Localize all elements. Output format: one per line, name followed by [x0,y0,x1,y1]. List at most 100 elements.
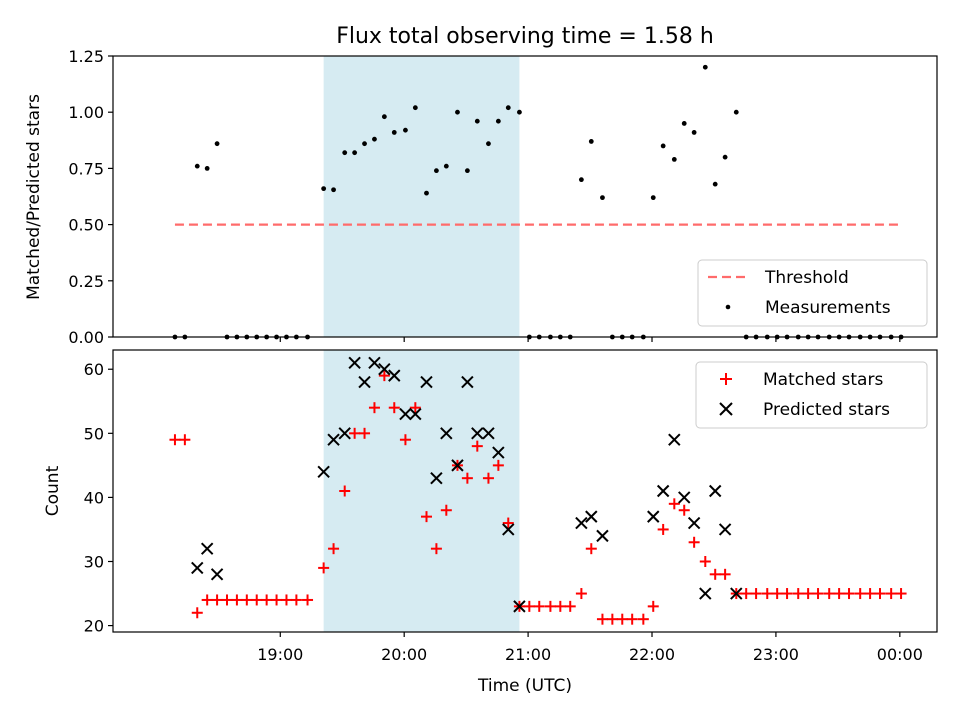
matched-star-point [420,511,432,523]
top-x-axis [279,337,901,342]
predicted-star-point [687,516,701,530]
matched-star-point [461,472,473,484]
legend-matched-label: Matched stars [763,370,883,390]
legend-measurements-label: Measurements [765,298,891,318]
measurement-point [681,121,687,126]
measurement-point [372,136,377,142]
predicted-star-point [461,375,474,389]
measurement-point [412,105,418,111]
matched-star-point [792,588,804,600]
matched-star-point [409,402,421,414]
x-axis-label: Time (UTC) [477,676,572,696]
predicted-star-point [492,446,505,459]
measurement-point [486,141,491,147]
matched-star-point [606,613,618,625]
matched-star-point [564,600,576,612]
top-axes-frame [112,55,938,338]
matched-star-point [647,600,659,612]
y-tick-label: 0.00 [68,328,104,347]
x-tick-label: 19:00 [257,645,303,664]
matched-star-point [502,517,514,529]
predicted-star-point [668,433,681,446]
measurement-point [455,109,460,115]
matched-star-point [368,402,380,414]
measurement-point [381,114,387,120]
matched-star-point [302,594,314,606]
predicted-star-point [482,427,495,440]
y-tick-label: 1.25 [68,47,104,66]
measurement-point [391,130,397,135]
measurement-point [214,141,220,147]
top-y-axis-label: Matched/Predicted stars [24,94,44,300]
measurement-point [588,139,594,144]
matched-star-point [575,588,587,600]
y-tick-label: 0.75 [68,159,104,178]
matched-star-point [378,370,390,382]
measurement-point [352,150,358,156]
predicted-star-point [471,427,484,440]
matched-star-point [280,594,292,606]
top-legend: Threshold Measurements [697,259,928,327]
bottom-shaded-span [323,350,520,632]
predicted-star-point [678,491,691,504]
measurement-point [321,186,327,192]
matched-star-point [523,600,535,612]
y-tick-label: 50 [84,424,104,443]
chart-title: Flux total observing time = 1.58 h [336,24,714,49]
x-tick-label: 00:00 [877,645,923,664]
matched-star-point [211,594,223,606]
measurement-point [194,163,200,169]
y-tick-label: 60 [84,360,104,379]
predicted-star-point [718,523,732,536]
matched-star-point [854,588,866,600]
bottom-axes-frame [112,349,938,633]
predicted-star-point [575,516,588,530]
predicted-star-point [656,484,670,498]
bottom-x-axis: 19:00 20:00 21:00 22:00 23:00 00:00 [257,632,923,664]
predicted-star-point [399,407,412,421]
matched-star-point [492,459,504,471]
matched-star-point [191,607,203,619]
matched-star-point [349,427,361,439]
matched-star-point [318,562,330,574]
legend-matched-swatch [720,373,732,385]
legend-predicted-swatch [719,402,733,416]
matched-star-point [750,588,762,600]
matched-star-point [637,613,649,625]
measurement-point [505,105,511,111]
predicted-star-point [368,356,381,370]
measurement-point [712,181,718,187]
matched-star-point [221,594,233,606]
measurement-point [671,157,677,162]
matched-star-point [554,600,566,612]
measurement-point [722,154,728,160]
predicted-star-point [420,375,433,389]
matched-star-point [231,594,243,606]
measurement-point [424,190,429,196]
y-tick-label: 30 [84,553,104,572]
matched-star-point [290,594,302,606]
matched-star-point [864,588,876,600]
matched-star-point [812,588,824,600]
measurement-point [733,109,739,115]
matched-star-point [251,594,263,606]
matched-star-point [657,523,669,535]
measurement-point [578,177,584,183]
matched-star-point [719,568,731,580]
y-tick-label: 20 [84,617,104,636]
measurement-point [691,130,697,135]
x-tick-label: 22:00 [629,645,675,664]
predicted-star-point [502,523,515,536]
measurement-point [650,195,656,201]
matched-star-point [169,434,181,446]
bottom-plot-area [169,356,907,625]
matched-star-point [471,440,483,452]
predicted-star-point [338,427,351,440]
y-tick-label: 0.50 [68,216,104,235]
x-tick-label: 21:00 [505,645,551,664]
matched-star-point [678,504,690,516]
y-tick-label: 40 [84,488,104,507]
predicted-star-point [730,587,743,600]
measurement-point [517,109,522,115]
